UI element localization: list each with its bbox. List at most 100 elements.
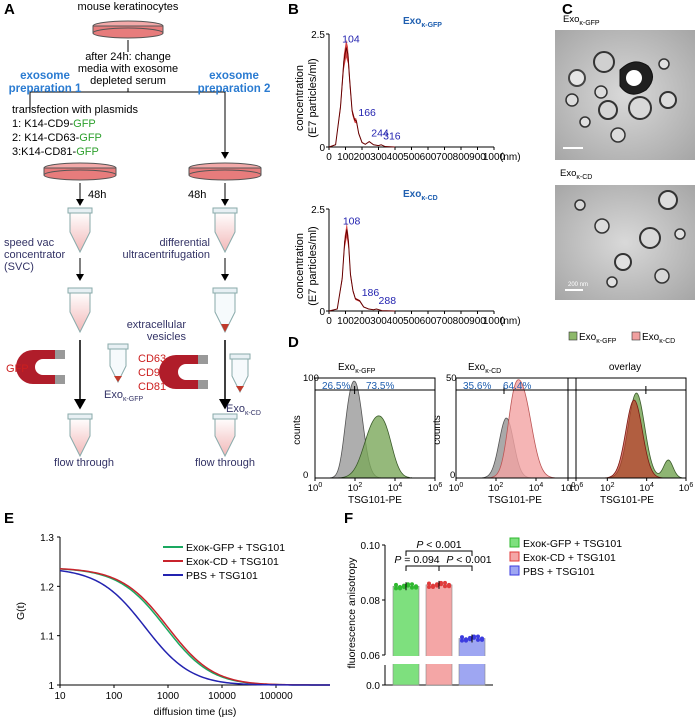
magnet-right-icon (159, 355, 208, 389)
b-peak-label: 288 (379, 295, 397, 307)
tube-right-2-icon (212, 287, 238, 334)
flow-left: flow through (54, 457, 114, 469)
tube-exo-cd-icon (229, 353, 251, 394)
f-point (443, 584, 447, 589)
e-legend-label: PBS + TSG101 (186, 570, 258, 582)
d-h2-xlabel: TSG101-PE (488, 495, 542, 506)
b-xtick-label: 0 (326, 316, 332, 327)
d-hist3-title: overlay (609, 362, 641, 373)
f-point (406, 583, 410, 588)
d-gate2-right: 64.4% (503, 381, 531, 392)
d-h1-ymax: 100 (303, 373, 319, 384)
legend-cd: Exoκ-CD (642, 332, 675, 345)
d-gate1-right: 73.5% (366, 381, 394, 392)
d-xtick-label: 100 (308, 482, 323, 494)
f-point (476, 634, 480, 639)
marker-cd63: CD63 (138, 353, 166, 365)
f-point (410, 582, 414, 587)
f-point (394, 582, 398, 587)
e-series-line (59, 568, 331, 686)
f-bar (392, 585, 420, 686)
c-top-title: Exoκ-GFP (563, 14, 600, 27)
panel-a-label: A (4, 1, 15, 18)
e-legend-label: Exoκ-CD + TSG101 (186, 556, 279, 568)
b-xtick-label: 200 (354, 316, 371, 327)
f-point (435, 583, 439, 588)
f-sig-bracket (438, 565, 473, 571)
b-xtick-label: 800 (453, 316, 470, 327)
gfp-label: GFP (6, 363, 29, 375)
f-point (447, 584, 451, 589)
prep2-line1: exosome (209, 70, 259, 82)
exo-gfp-label: Exoκ-GFP (104, 389, 144, 403)
d-xtick-label: 106 (428, 482, 443, 494)
b-xtick-label: 0 (326, 152, 332, 163)
d-h2-ylabel: counts (432, 415, 443, 444)
b-xunit: (nm) (500, 316, 521, 327)
f-point (460, 638, 464, 643)
plasmid-3: 3:K14-CD81-GFP (12, 146, 99, 158)
b-series-line (328, 229, 396, 312)
f-point (394, 586, 398, 591)
b-bottom-ylabel-2: (E7 particles/ml) (307, 226, 319, 305)
b-xtick-label: 400 (387, 316, 404, 327)
b-peak-label: 104 (342, 34, 360, 46)
b-xunit: (nm) (500, 152, 521, 163)
panel-c-label: C (562, 1, 573, 18)
step1-line2: media with exosome (78, 63, 178, 75)
b-peak-label: 244 (371, 128, 389, 140)
panel-e: E 1 1.1 1.2 1.3 10 100 1000 10000 100000 diffusio… (4, 510, 331, 718)
f-pvalue: P < 0.001 (416, 539, 461, 551)
d-h3-xlabel: TSG101-PE (600, 495, 654, 506)
b-xtick-label: 100 (337, 316, 354, 327)
f-point (402, 584, 406, 589)
e-xtick-label: 100 (106, 691, 123, 702)
f-ytick-label: 0.10 (361, 541, 381, 552)
d-gate2-left: 35.6% (463, 381, 491, 392)
dish-right-icon (188, 162, 262, 181)
magnet-left-icon (16, 350, 65, 384)
flow-right: flow through (195, 457, 255, 469)
d-legend: Exoκ-GFP Exoκ-CD (568, 331, 675, 345)
d-xtick-label: 102 (600, 482, 615, 494)
d-frame (567, 377, 687, 479)
left-method-2: concentrator (4, 249, 65, 261)
d-h1-ylabel: counts (292, 415, 303, 444)
d-xtick-label: 106 (679, 482, 694, 494)
f-sig-bracket (405, 550, 473, 556)
b-xtick-label: 900 (469, 316, 486, 327)
d-hist2-chart: 100 102 104 106 (449, 377, 583, 494)
b-ytick-label: 0 (319, 143, 325, 154)
f-point (439, 582, 443, 587)
f-point (398, 586, 402, 591)
f-point (464, 638, 468, 643)
right-method-2: ultracentrifugation (123, 249, 210, 261)
f-ytick-label: 0.08 (361, 596, 381, 607)
b-xtick-label: 500 (403, 316, 420, 327)
prep1-line2: preparation 1 (9, 83, 82, 95)
tube-left-1-icon (67, 207, 93, 254)
panel-b-label: B (288, 1, 299, 18)
f-point (468, 637, 472, 642)
b-peak-label: 186 (362, 287, 380, 299)
dish-left-icon (43, 162, 117, 181)
f-ytick-label: 0.06 (361, 651, 381, 662)
step1-line1: after 24h: change (85, 51, 171, 63)
d-hist1-title: Exoκ-GFP (338, 362, 376, 375)
f-legend-label: Exoκ-GFP + TSG101 (523, 538, 622, 550)
d-frame (455, 377, 577, 479)
b-xtick-label: 1000 (483, 316, 506, 327)
panel-e-label: E (4, 510, 14, 527)
dish-top-icon (92, 20, 164, 39)
e-series-line (59, 568, 331, 686)
f-legend-swatch (509, 565, 520, 576)
scale-bar-text: 200 nm (568, 282, 588, 288)
f-bar (425, 584, 453, 686)
e-xtick-label: 1000 (157, 691, 180, 702)
step1-line3: depleted serum (90, 75, 166, 87)
f-point (460, 635, 464, 640)
b-xtick-label: 600 (420, 316, 437, 327)
panel-c: C Exoκ-GFP Exoκ-CD (555, 1, 695, 300)
b-xtick-label: 300 (370, 316, 387, 327)
